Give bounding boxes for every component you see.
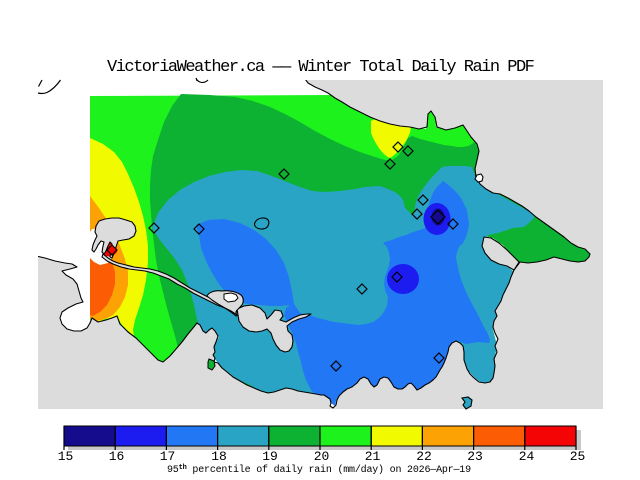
svg-text:25: 25 [570,449,586,464]
svg-text:17: 17 [160,449,176,464]
svg-text:20: 20 [314,449,330,464]
svg-text:16: 16 [109,449,125,464]
svg-text:24: 24 [519,449,535,464]
svg-text:23: 23 [467,449,483,464]
svg-text:21: 21 [365,449,381,464]
svg-text:15: 15 [58,449,74,464]
svg-text:95th percentile of daily rain: 95th percentile of daily rain (mm/day) o… [167,464,471,476]
svg-text:19: 19 [262,449,278,464]
svg-text:22: 22 [416,449,432,464]
svg-text:18: 18 [211,449,227,464]
svg-text:VictoriaWeather.ca —— Winter T: VictoriaWeather.ca —— Winter Total Daily… [107,58,534,77]
